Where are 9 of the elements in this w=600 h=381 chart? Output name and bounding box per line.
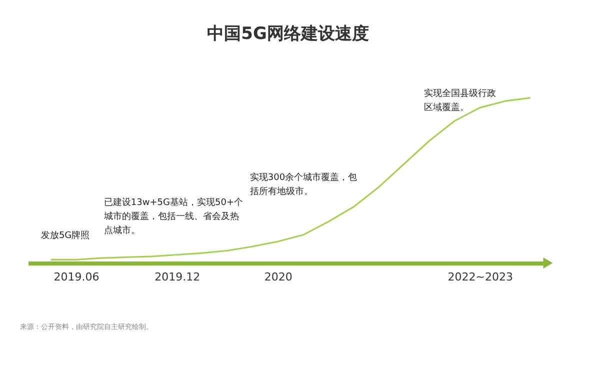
annotation: 已建设13w+5G基站，实现50+个城市的覆盖，包括一线、省会及热点城市。 <box>102 196 243 236</box>
annotation: 发放5G牌照 <box>40 230 90 241</box>
x-tick-label: 2020 <box>264 270 292 284</box>
x-tick-label: 2019.12 <box>154 270 200 284</box>
x-tick-label: 2022~2023 <box>448 270 513 284</box>
annotation: 实现全国县级行政区域覆盖。 <box>424 88 496 113</box>
chart-title: 中国5G网络建设速度 <box>207 24 369 44</box>
x-tick-label: 2019.06 <box>54 270 100 284</box>
annotation: 实现300余个城市覆盖，包括所有地级市。 <box>250 172 358 198</box>
